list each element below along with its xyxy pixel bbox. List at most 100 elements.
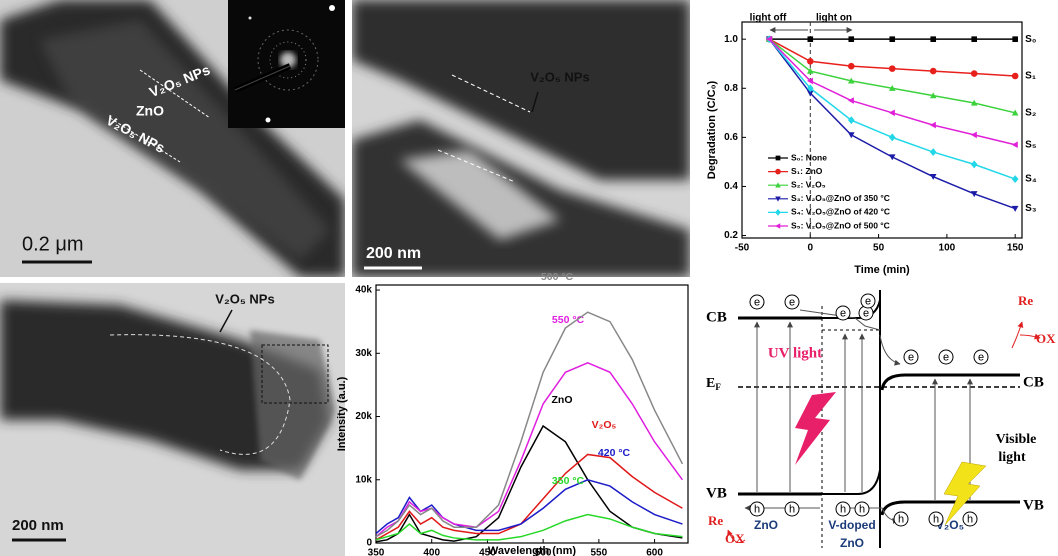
carrier-label: e	[754, 296, 760, 308]
visible-bolt	[943, 461, 987, 526]
marker	[1011, 175, 1019, 184]
tem-label: V₂O₅ NPs	[530, 69, 589, 84]
legend-label: S₀: None	[791, 152, 827, 162]
band-label: CB	[706, 309, 727, 325]
marker	[847, 97, 854, 104]
legend-label: S₁: ZnO	[791, 166, 823, 176]
marker	[888, 65, 896, 72]
marker	[807, 36, 814, 42]
marker	[775, 196, 781, 202]
x-tick-label: 500	[535, 548, 552, 556]
x-tick-label: 550	[591, 548, 608, 556]
marker	[1011, 205, 1019, 212]
marker	[929, 67, 937, 75]
carrier-circle	[860, 293, 876, 309]
band-label: VB	[1023, 497, 1044, 513]
degradation-chart: Degradation (C/C₀) Time (min) light off …	[706, 13, 1037, 276]
tem-image-d: V₂O₅ NPs 200 nm	[0, 283, 345, 556]
marker	[971, 36, 978, 42]
marker	[775, 155, 781, 161]
y-tick-label: 0.6	[724, 132, 738, 143]
y-axis-label: Intensity (a.u.)	[336, 376, 348, 451]
carrier-circle	[938, 349, 954, 365]
marker	[970, 191, 978, 198]
y-tick-label: 40k	[355, 285, 372, 296]
x-tick-label: 600	[646, 548, 663, 556]
carrier-label: e	[789, 296, 795, 308]
legend-label: S₃: V₂O₅@ZnO of 350 °C	[791, 193, 890, 203]
carrier-label: h	[898, 513, 904, 525]
plot-frame	[375, 284, 689, 544]
y-tick-label: 10k	[355, 474, 372, 485]
marker	[930, 36, 937, 42]
re-label: Re	[708, 513, 723, 528]
y-tick-label: 0.8	[724, 83, 738, 94]
series-label: 550 °C	[552, 314, 585, 326]
series-line	[375, 311, 684, 538]
marker	[889, 36, 896, 42]
series-line	[768, 38, 1016, 146]
series-label: 500 °C	[541, 271, 574, 283]
carrier-circle	[749, 294, 765, 310]
marker	[847, 62, 855, 70]
carrier-circle	[835, 305, 851, 321]
tem-image-a: V₂O₅ NPs ZnO V₂O₅ NPs 0.2 μm	[0, 0, 345, 277]
marker	[806, 57, 814, 65]
marker	[806, 84, 814, 93]
x-tick-label: 400	[423, 548, 440, 556]
carrier-circle	[784, 294, 800, 310]
marker	[775, 168, 781, 175]
tem-label: V₂O₅ NPs	[215, 291, 274, 306]
marker	[888, 109, 895, 117]
marker	[847, 132, 855, 139]
series-end-label: S₀	[1025, 34, 1036, 45]
carrier-label: e	[865, 295, 871, 307]
x-tick-label: 0	[808, 243, 814, 254]
carrier-circle	[854, 501, 870, 517]
x-tick-label: 100	[939, 243, 956, 254]
scale-label: 200 nm	[366, 245, 421, 262]
series-label: 420 °C	[598, 447, 631, 459]
marker	[775, 182, 781, 188]
marker	[806, 67, 814, 74]
marker	[1011, 109, 1019, 116]
carrier-circle	[893, 511, 909, 527]
marker	[970, 131, 977, 139]
marker	[775, 209, 781, 216]
x-tick-label: 50	[873, 243, 885, 254]
carrier-label: h	[840, 503, 846, 515]
carrier-label: h	[754, 503, 760, 515]
x-tick-label: 350	[368, 548, 385, 556]
x-axis-label: Time (min)	[854, 264, 910, 276]
legend-label: S₄: V₂O₅@ZnO of 420 °C	[791, 207, 890, 217]
marker	[847, 77, 855, 84]
series-line	[375, 424, 683, 543]
tem-label: ZnO	[136, 103, 164, 119]
visible-label: light	[998, 450, 1026, 465]
carrier-circle	[973, 349, 989, 365]
carrier-circle	[903, 349, 919, 365]
ox-label: OX	[725, 531, 745, 546]
series-line	[375, 453, 683, 541]
y-tick-label: 0.2	[724, 230, 738, 241]
pl-chart: Intensity (a.u.) Wavelength (nm) 350 400 4…	[336, 271, 689, 556]
marker	[806, 90, 814, 97]
series-label: 350 °C	[552, 475, 585, 487]
marker	[929, 121, 936, 129]
scale-label: 0.2 μm	[22, 233, 84, 255]
series-line	[375, 478, 683, 535]
carrier-circle	[835, 501, 851, 517]
carrier-label: h	[933, 513, 939, 525]
fermi-label: EF	[706, 376, 721, 392]
annotation: light off	[750, 13, 787, 24]
marker	[888, 154, 896, 161]
uv-label: UV light	[768, 345, 822, 361]
band-label: CB	[1023, 374, 1044, 390]
marker	[888, 133, 896, 142]
y-axis-label: Degradation (C/C₀)	[706, 80, 718, 179]
marker	[766, 35, 772, 43]
band-label: VB	[706, 485, 727, 501]
x-tick-label: -50	[735, 243, 750, 254]
series-label: V₂O₅	[592, 419, 617, 431]
